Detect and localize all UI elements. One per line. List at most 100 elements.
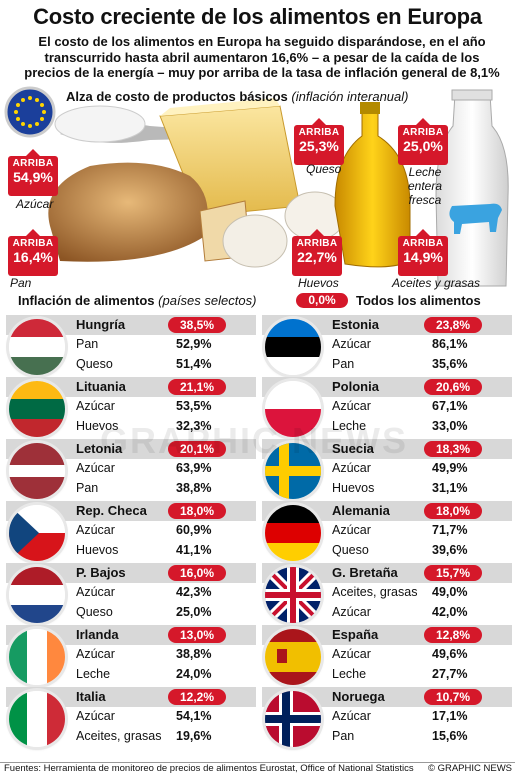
item-value: 51,4% bbox=[176, 357, 212, 371]
product-label-leche: Leche entera fresca bbox=[407, 165, 443, 207]
item-value: 71,7% bbox=[432, 523, 468, 537]
cow-icon bbox=[449, 203, 502, 234]
product-label-huevos: Huevos bbox=[298, 276, 339, 290]
country-name: Suecia bbox=[332, 441, 374, 456]
footer-source: Fuentes: Herramienta de monitoreo de pre… bbox=[4, 763, 414, 774]
uk-flag-icon bbox=[265, 567, 321, 623]
item-label: Azúcar bbox=[332, 605, 371, 619]
netherlands-flag-icon bbox=[9, 567, 65, 623]
country-card-germany: Alemania 18,0% Azúcar 71,7% Queso 39,6% bbox=[262, 501, 512, 561]
item-value: 53,5% bbox=[176, 399, 212, 413]
country-total-pill: 20,1% bbox=[168, 441, 226, 457]
badge-azucar: ARRIBA 54,9% bbox=[8, 149, 58, 196]
country-card-poland: Polonia 20,6% Azúcar 67,1% Leche 33,0% bbox=[262, 377, 512, 437]
watermark: GRAPHIC NEWS bbox=[100, 420, 409, 461]
country-name: Italia bbox=[76, 689, 106, 704]
item-value: 35,6% bbox=[432, 357, 468, 371]
spain-flag-icon bbox=[265, 629, 321, 685]
bread-icon bbox=[48, 162, 208, 262]
item-label: Pan bbox=[332, 729, 355, 743]
item-value: 38,8% bbox=[176, 481, 212, 495]
item-value: 52,9% bbox=[176, 337, 212, 351]
country-card-lithuania: Lituania 21,1% Azúcar 53,5% Huevos 32,3% bbox=[6, 377, 256, 437]
item-label: Azúcar bbox=[76, 585, 115, 599]
footer-divider bbox=[0, 762, 515, 763]
hero-illustration bbox=[0, 86, 515, 296]
eu-flag-icon bbox=[4, 86, 56, 138]
country-name: Rep. Checa bbox=[76, 503, 147, 518]
badge-leche: ARRIBA 25,0% bbox=[398, 118, 448, 165]
item-value: 60,9% bbox=[176, 523, 212, 537]
inflation-heading-note: (países selectos) bbox=[158, 293, 257, 308]
item-label: Queso bbox=[76, 357, 113, 371]
item-value: 39,6% bbox=[432, 543, 468, 557]
item-label: Azúcar bbox=[332, 647, 371, 661]
item-value: 63,9% bbox=[176, 461, 212, 475]
item-value: 24,0% bbox=[176, 667, 212, 681]
footer: Fuentes: Herramienta de monitoreo de pre… bbox=[4, 763, 512, 774]
egg-icon bbox=[222, 214, 288, 268]
item-value: 19,6% bbox=[176, 729, 212, 743]
food-illustration bbox=[4, 86, 509, 287]
badge-pan: ARRIBA 16,4% bbox=[8, 229, 58, 276]
country-total-pill: 20,6% bbox=[424, 379, 482, 395]
germany-flag-icon bbox=[265, 505, 321, 561]
badge-value: 54,9% bbox=[13, 169, 53, 185]
item-label: Aceites, grasas bbox=[76, 729, 162, 743]
country-name: Alemania bbox=[332, 503, 390, 518]
item-label: Azúcar bbox=[332, 399, 371, 413]
item-label: Huevos bbox=[76, 419, 119, 433]
country-name: P. Bajos bbox=[76, 565, 126, 580]
country-total-pill: 18,3% bbox=[424, 441, 482, 457]
country-total-pill: 18,0% bbox=[424, 503, 482, 519]
country-card-netherlands: P. Bajos 16,0% Azúcar 42,3% Queso 25,0% bbox=[6, 563, 256, 623]
hero-heading-note: (inflación interanual) bbox=[291, 89, 409, 104]
country-total-pill: 23,8% bbox=[424, 317, 482, 333]
country-name: Noruega bbox=[332, 689, 385, 704]
badge-value: 22,7% bbox=[297, 249, 337, 265]
item-label: Huevos bbox=[332, 481, 375, 495]
item-value: 38,8% bbox=[176, 647, 212, 661]
badge-value: 16,4% bbox=[13, 249, 53, 265]
item-label: Pan bbox=[332, 357, 355, 371]
country-name: Polonia bbox=[332, 379, 379, 394]
country-name: Irlanda bbox=[76, 627, 119, 642]
badge-value: 14,9% bbox=[403, 249, 443, 265]
item-label: Azúcar bbox=[332, 337, 371, 351]
country-total-pill: 12,2% bbox=[168, 689, 226, 705]
norway-flag-icon bbox=[265, 691, 321, 747]
item-value: 67,1% bbox=[432, 399, 468, 413]
badge-up-label: ARRIBA bbox=[296, 238, 338, 249]
item-value: 49,9% bbox=[432, 461, 468, 475]
item-value: 33,0% bbox=[432, 419, 468, 433]
badge-aceites: ARRIBA 14,9% bbox=[398, 229, 448, 276]
estonia-flag-icon bbox=[265, 319, 321, 375]
item-value: 49,6% bbox=[432, 647, 468, 661]
product-label-aceites: Aceites y grasas bbox=[392, 276, 481, 290]
item-label: Leche bbox=[76, 667, 111, 681]
item-value: 42,0% bbox=[432, 605, 468, 619]
item-label: Azúcar bbox=[76, 523, 115, 537]
item-value: 54,1% bbox=[176, 709, 212, 723]
item-value: 31,1% bbox=[432, 481, 468, 495]
badge-value: 25,3% bbox=[299, 138, 339, 154]
inflation-heading: Inflación de alimentos (países selectos) bbox=[18, 293, 256, 308]
product-label-pan: Pan bbox=[10, 276, 32, 290]
item-label: Azúcar bbox=[332, 461, 371, 475]
hero-heading-text: Alza de costo de productos básicos bbox=[66, 89, 288, 104]
lithuania-flag-icon bbox=[9, 381, 65, 437]
item-label: Huevos bbox=[76, 543, 119, 557]
sweden-flag-icon bbox=[265, 443, 321, 499]
badge-up-label: ARRIBA bbox=[298, 127, 340, 138]
country-card-spain: España 12,8% Azúcar 49,6% Leche 27,7% bbox=[262, 625, 512, 685]
country-name: G. Bretaña bbox=[332, 565, 398, 580]
item-value: 41,1% bbox=[176, 543, 212, 557]
country-card-latvia: Letonia 20,1% Azúcar 63,9% Pan 38,8% bbox=[6, 439, 256, 499]
item-label: Azúcar bbox=[76, 461, 115, 475]
country-card-sweden: Suecia 18,3% Azúcar 49,9% Huevos 31,1% bbox=[262, 439, 512, 499]
hero-heading: Alza de costo de productos básicos (infl… bbox=[66, 89, 408, 104]
country-card-uk: G. Bretaña 15,7% Aceites, grasas 49,0% Azúca… bbox=[262, 563, 512, 623]
item-label: Azúcar bbox=[76, 709, 115, 723]
product-label-queso: Queso bbox=[306, 162, 342, 176]
total-label: Todos los alimentos bbox=[356, 293, 481, 308]
